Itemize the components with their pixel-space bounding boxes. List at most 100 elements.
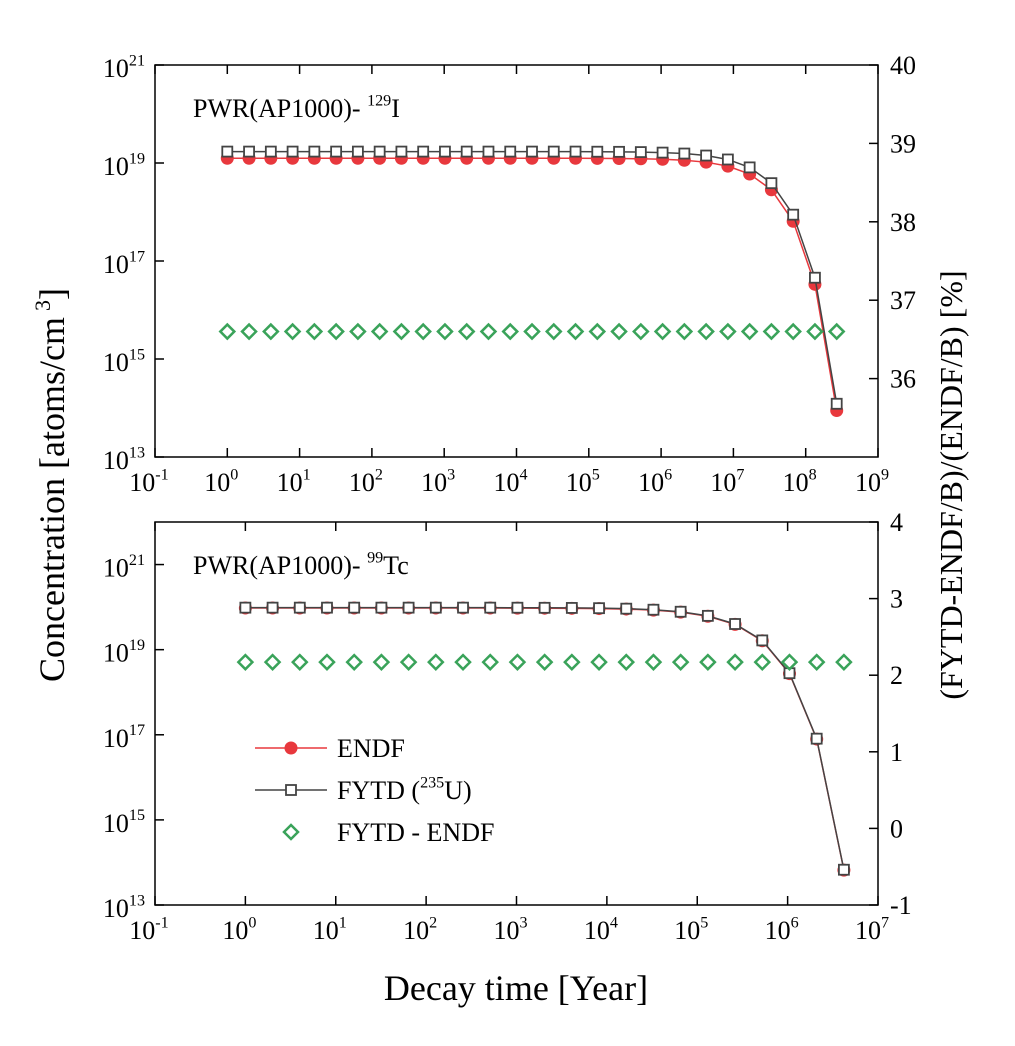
y-tick-label: 1015 xyxy=(103,346,145,377)
x-tick-label-sup: 5 xyxy=(592,466,600,483)
x-tick-label-base: 10 xyxy=(855,916,881,945)
marker-diamond xyxy=(807,653,826,671)
marker-diamond xyxy=(753,653,772,671)
x-tick-label: 101 xyxy=(277,466,311,497)
marker-diamond xyxy=(262,322,280,341)
x-tick-label-base: 10 xyxy=(313,916,339,945)
marker-diamond xyxy=(827,322,846,341)
annotation-sup: 99 xyxy=(367,549,383,566)
x-tick-label-base: 10 xyxy=(783,468,809,497)
x-tick-label: 103 xyxy=(493,914,527,945)
marker-square xyxy=(285,784,297,796)
marker-diamond xyxy=(501,322,520,341)
y-tick-label-sup: 13 xyxy=(129,892,145,909)
marker-square xyxy=(460,145,473,158)
x-tick-label: 106 xyxy=(638,466,672,497)
marker-diamond xyxy=(399,653,418,671)
series-line xyxy=(227,150,838,404)
marker-diamond xyxy=(479,322,498,341)
y-tick-label-sup: 19 xyxy=(129,637,145,654)
x-tick-label-base: 10 xyxy=(204,468,230,497)
x-tick-label-base: 10 xyxy=(129,468,155,497)
marker-diamond xyxy=(508,653,527,671)
x-tick-label: 108 xyxy=(783,466,817,497)
marker-diamond xyxy=(414,322,432,341)
y-tick-label-base: 10 xyxy=(103,446,129,475)
marker-square xyxy=(830,397,843,410)
x-tick-label-sup: 2 xyxy=(375,466,383,483)
y-tick-label: 1017 xyxy=(103,248,145,279)
x-tick-label-base: 10 xyxy=(493,916,519,945)
marker-square xyxy=(286,145,299,158)
marker-diamond xyxy=(563,653,581,671)
marker-diamond xyxy=(780,653,799,671)
x-tick-label-sup: 6 xyxy=(664,466,672,483)
x-tick-label-base: 10 xyxy=(222,916,248,945)
marker-square xyxy=(243,145,255,158)
y-label-end: ] xyxy=(32,288,72,300)
marker-diamond xyxy=(566,322,585,341)
y-tick-label-sup: 21 xyxy=(129,552,145,569)
y2-tick-label: 3 xyxy=(890,585,903,614)
marker-square xyxy=(700,149,713,162)
marker-square xyxy=(678,147,691,160)
marker-square xyxy=(375,601,388,614)
legend-label: FYTD - ENDF xyxy=(337,818,494,847)
y-label-sup: 3 xyxy=(30,300,55,311)
x-tick-label-sup: -1 xyxy=(155,914,168,931)
y-tick-label-sup: 19 xyxy=(129,150,145,167)
marker-diamond xyxy=(282,823,300,841)
marker-square xyxy=(756,634,769,647)
y-tick-label-sup: 17 xyxy=(129,248,145,265)
marker-square xyxy=(787,208,800,221)
y-tick-label: 1019 xyxy=(103,637,145,668)
y-tick-label-sup: 15 xyxy=(129,346,145,363)
marker-square xyxy=(511,601,524,614)
marker-square xyxy=(837,863,850,876)
marker-square xyxy=(729,618,741,630)
marker-diamond xyxy=(370,322,389,341)
x-tick-label-base: 10 xyxy=(855,468,881,497)
legend-label: FYTD (235U) xyxy=(337,774,472,805)
y-tick-label-sup: 15 xyxy=(129,807,145,824)
series-line xyxy=(245,607,845,871)
x-tick-label: 10-1 xyxy=(129,466,168,497)
x-tick-label-sup: -1 xyxy=(155,466,168,483)
y-tick-label-sup: 21 xyxy=(129,52,145,69)
marker-diamond xyxy=(697,322,715,341)
marker-diamond xyxy=(784,322,802,341)
marker-square xyxy=(565,602,578,614)
x-tick-label-base: 10 xyxy=(349,468,375,497)
marker-square xyxy=(526,145,538,158)
x-tick-label: 104 xyxy=(493,466,527,497)
marker-square xyxy=(321,601,333,614)
marker-square xyxy=(634,146,647,158)
marker-diamond xyxy=(719,322,737,341)
marker-square xyxy=(264,145,277,158)
y-tick-label: 1021 xyxy=(103,52,145,83)
x-tick-label: 107 xyxy=(855,914,889,945)
marker-diamond xyxy=(835,653,853,671)
marker-square xyxy=(656,146,669,159)
x-tick-label: 101 xyxy=(313,914,347,945)
marker-diamond xyxy=(291,653,309,671)
marker-diamond xyxy=(653,322,672,341)
y-tick-label: 1019 xyxy=(103,150,145,181)
marker-square xyxy=(810,732,823,745)
marker-diamond xyxy=(457,322,476,341)
marker-square xyxy=(613,145,625,158)
marker-diamond xyxy=(762,322,781,341)
marker-square xyxy=(266,601,279,614)
marker-diamond xyxy=(644,653,663,671)
marker-square xyxy=(308,145,321,158)
y-tick-label: 1013 xyxy=(103,892,145,923)
y2-tick-label: 38 xyxy=(890,208,916,237)
marker-diamond xyxy=(349,322,367,341)
x-tick-label-base: 10 xyxy=(765,916,791,945)
y-tick-label-base: 10 xyxy=(103,152,129,181)
y2-axis-label: (FYTD-ENDF/B)/(ENDF/B) [%] xyxy=(933,270,969,699)
x-tick-label-base: 10 xyxy=(674,916,700,945)
legend-label-base: FYTD ( xyxy=(337,776,420,805)
marker-diamond xyxy=(240,322,258,341)
y-tick-label: 1013 xyxy=(103,444,145,475)
